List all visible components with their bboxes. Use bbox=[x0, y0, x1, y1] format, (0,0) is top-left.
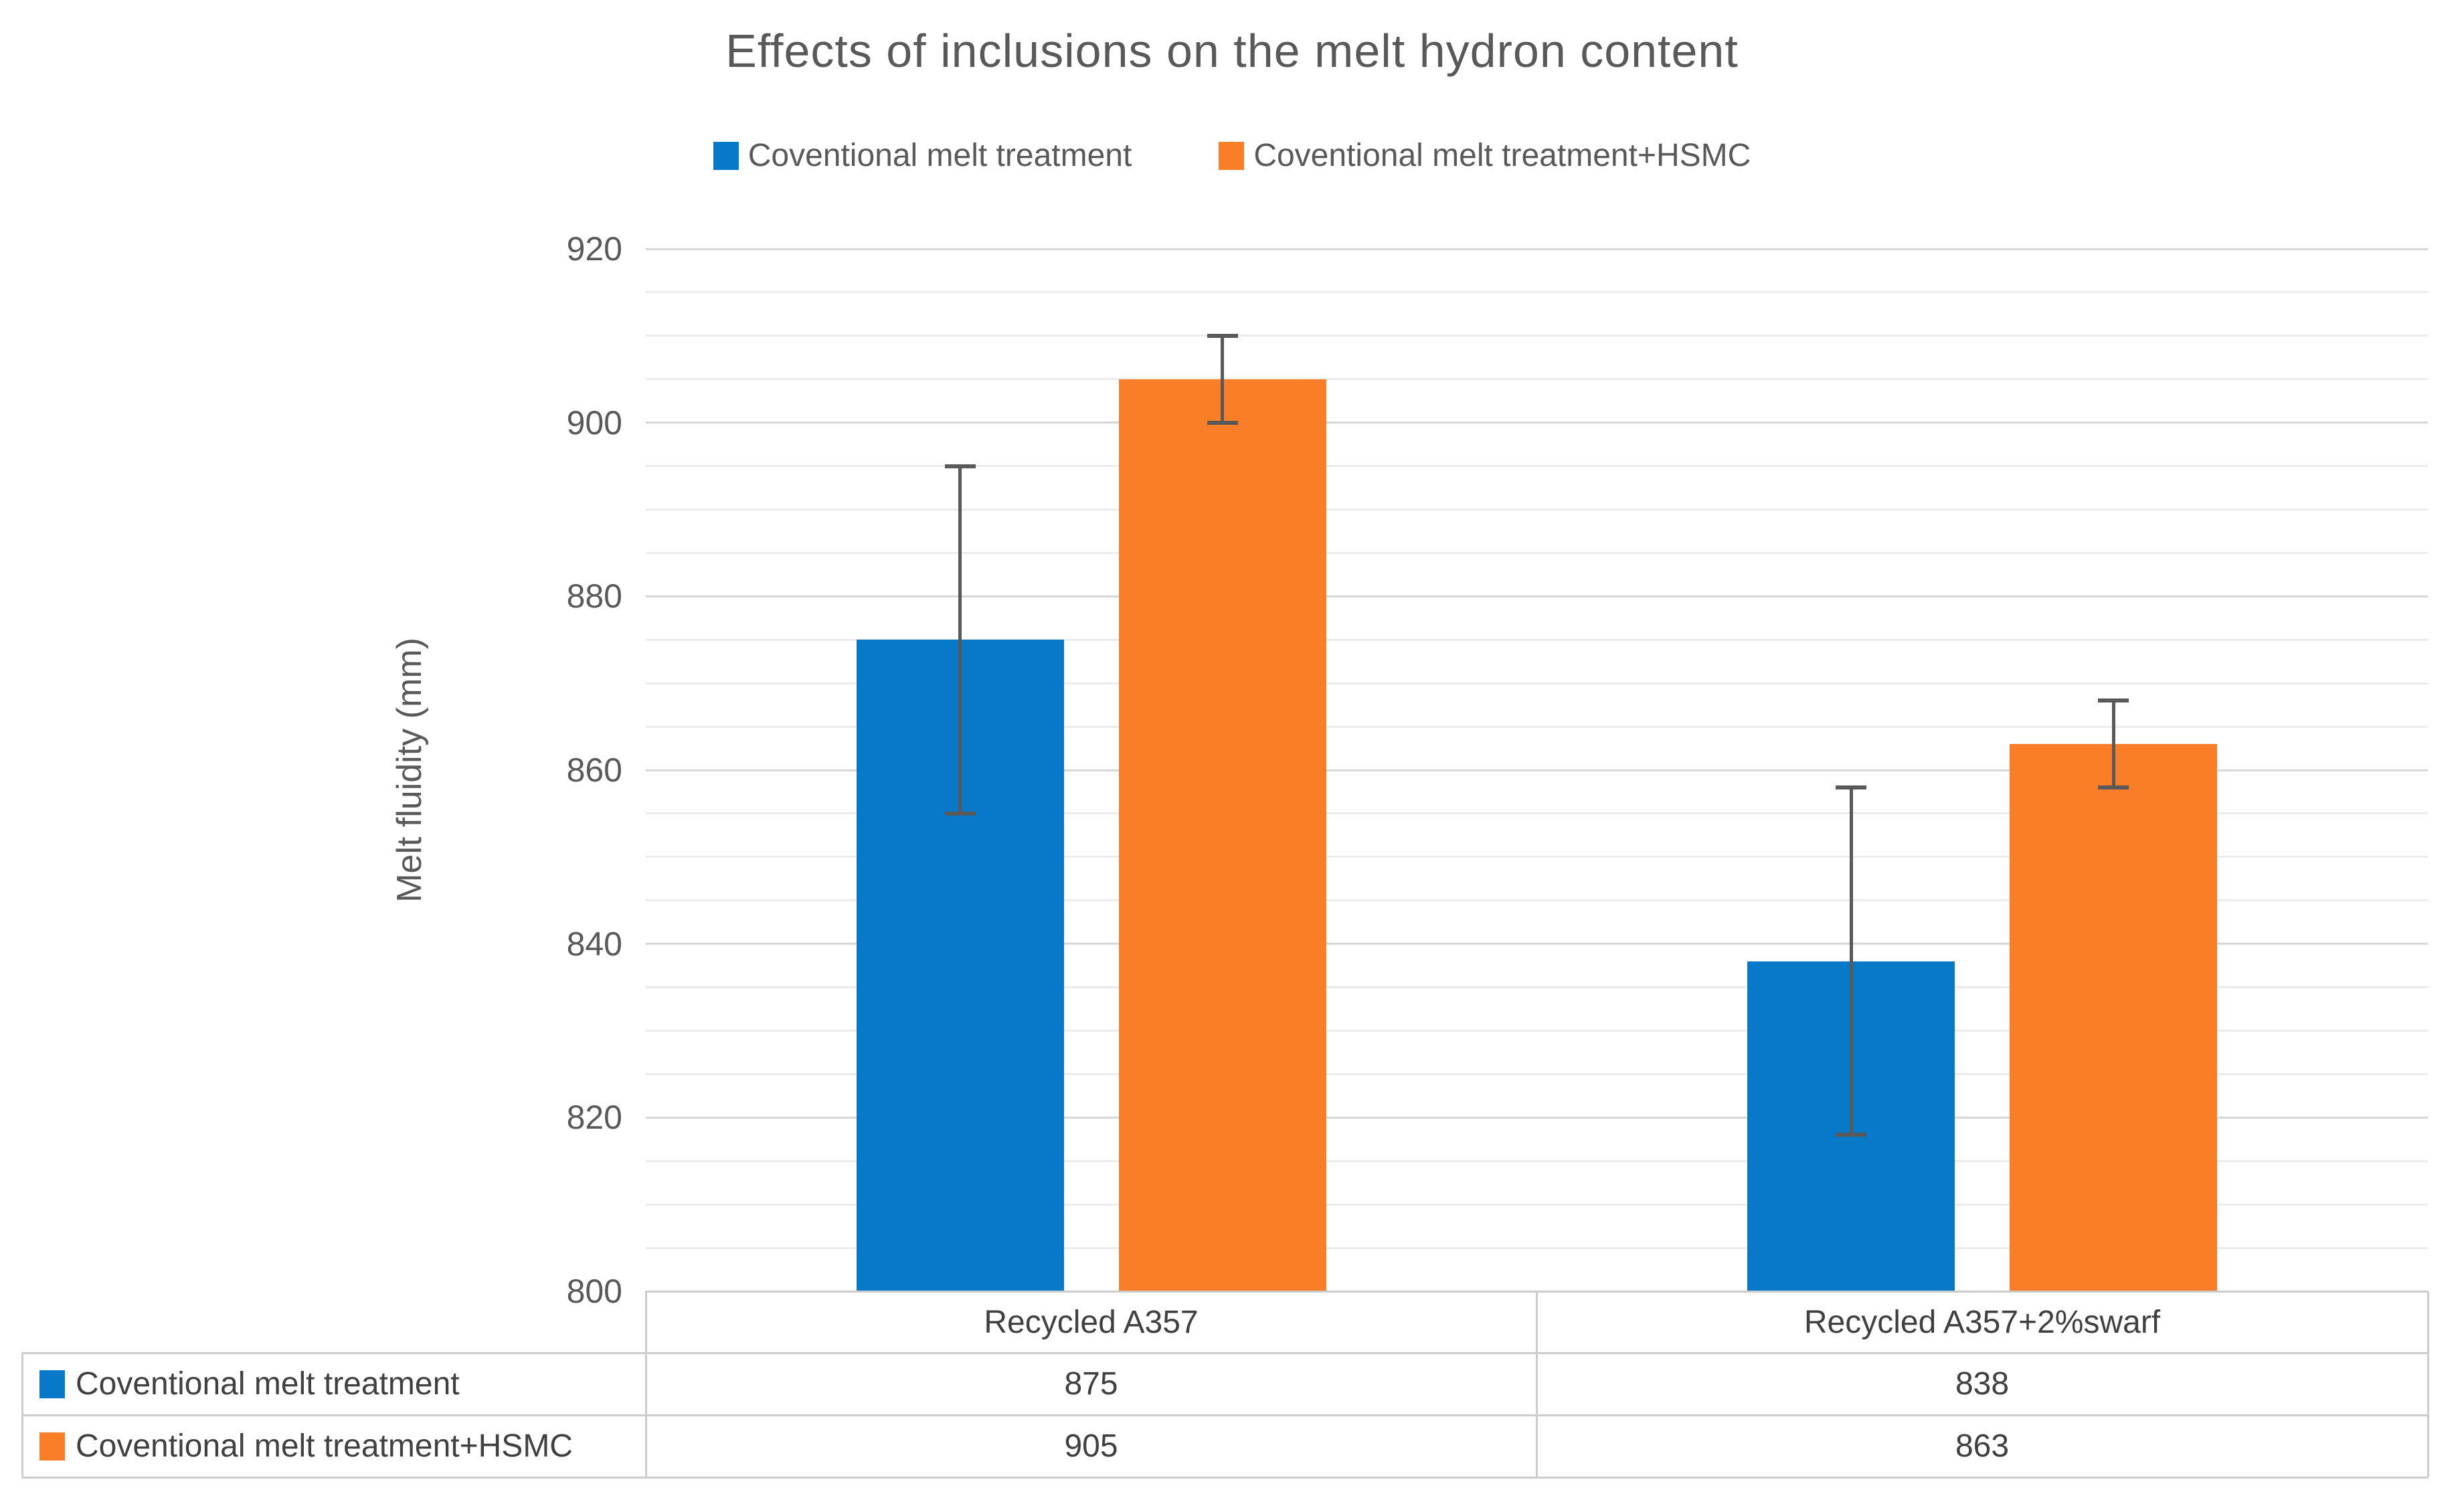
table-value-hsmc-swarf: 863 bbox=[1955, 1428, 2010, 1464]
minor-gridline bbox=[646, 986, 2428, 989]
y-tick-label: 840 bbox=[566, 925, 622, 963]
minor-gridline bbox=[646, 682, 2428, 684]
minor-gridline bbox=[646, 856, 2428, 858]
error-bar-cap-top bbox=[1207, 333, 1238, 338]
error-bar-cap-top bbox=[2098, 698, 2129, 703]
legend-swatch-orange-icon bbox=[1219, 141, 1245, 170]
error-bar-whisker bbox=[1849, 787, 1853, 1135]
minor-gridline bbox=[646, 551, 2428, 554]
legend-swatch-blue-icon bbox=[713, 141, 739, 170]
y-tick-label: 820 bbox=[566, 1099, 622, 1137]
table-header-category-2: Recycled A357+2%swarf bbox=[1803, 1304, 2161, 1340]
minor-gridline bbox=[646, 508, 2428, 510]
error-bar-cap-top bbox=[1836, 785, 1867, 789]
legend-item-hsmc: Coventional melt treatment+HSMC bbox=[1219, 137, 1751, 174]
major-gridline bbox=[646, 248, 2428, 250]
y-tick-label: 860 bbox=[566, 751, 622, 789]
minor-gridline bbox=[646, 291, 2428, 294]
error-bar-cap-bottom bbox=[1836, 1133, 1867, 1137]
y-axis-title: Melt fluidity (mm) bbox=[390, 638, 429, 903]
minor-gridline bbox=[646, 1072, 2428, 1075]
error-bar-whisker bbox=[958, 466, 962, 814]
legend-label: Coventional melt treatment bbox=[747, 138, 1132, 173]
bar-series2-group2 bbox=[2010, 744, 2218, 1291]
legend: Coventional melt treatment Coventional m… bbox=[0, 137, 2464, 174]
minor-gridline bbox=[646, 378, 2428, 381]
minor-gridline bbox=[646, 812, 2428, 815]
table-border-horizontal bbox=[22, 1414, 2428, 1416]
table-border-vertical bbox=[21, 1353, 23, 1477]
table-row-label-text: Coventional melt treatment+HSMC bbox=[76, 1428, 573, 1464]
table-value-conventional-swarf: 838 bbox=[1955, 1366, 2010, 1402]
table-value-hsmc-recycled: 905 bbox=[1064, 1428, 1118, 1464]
y-tick-label: 880 bbox=[566, 577, 622, 616]
table-border-horizontal bbox=[22, 1351, 2428, 1354]
y-tick-label: 900 bbox=[566, 403, 622, 442]
minor-gridline bbox=[646, 725, 2428, 728]
error-bar-whisker bbox=[2111, 700, 2115, 787]
y-tick-label: 800 bbox=[566, 1273, 622, 1310]
minor-gridline bbox=[646, 899, 2428, 902]
table-row-label-conventional: Coventional melt treatment bbox=[22, 1353, 646, 1415]
error-bar-cap-bottom bbox=[2098, 785, 2129, 789]
table-swatch-blue-icon bbox=[39, 1370, 65, 1398]
major-gridline bbox=[646, 943, 2428, 945]
error-bar-whisker bbox=[1221, 335, 1225, 423]
major-gridline bbox=[646, 421, 2428, 424]
table-border-vertical bbox=[644, 1291, 647, 1477]
error-bar-cap-bottom bbox=[1207, 420, 1238, 425]
table-header-category-1: Recycled A357 bbox=[984, 1304, 1199, 1340]
major-gridline bbox=[646, 595, 2428, 597]
table-border-vertical bbox=[2427, 1291, 2429, 1477]
table-border-horizontal bbox=[22, 1476, 2428, 1479]
table-value-conventional-recycled: 875 bbox=[1064, 1366, 1118, 1402]
minor-gridline bbox=[646, 335, 2428, 337]
legend-label: Coventional melt treatment+HSMC bbox=[1253, 138, 1751, 173]
bar-series2-group1 bbox=[1118, 379, 1326, 1291]
y-tick-label: 920 bbox=[566, 230, 622, 268]
major-gridline bbox=[646, 1116, 2428, 1119]
table-row-label-text: Coventional melt treatment bbox=[76, 1366, 460, 1402]
legend-item-conventional: Coventional melt treatment bbox=[713, 137, 1132, 174]
minor-gridline bbox=[646, 465, 2428, 468]
table-border-vertical bbox=[1535, 1291, 1538, 1477]
minor-gridline bbox=[646, 1246, 2428, 1249]
minor-gridline bbox=[646, 1159, 2428, 1162]
table-swatch-orange-icon bbox=[39, 1432, 65, 1461]
minor-gridline bbox=[646, 638, 2428, 641]
minor-gridline bbox=[646, 1203, 2428, 1206]
table-row-label-hsmc: Coventional melt treatment+HSMC bbox=[22, 1415, 646, 1477]
chart-title: Effects of inclusions on the melt hydron… bbox=[725, 25, 1739, 77]
minor-gridline bbox=[646, 1030, 2428, 1032]
major-gridline bbox=[646, 769, 2428, 771]
error-bar-cap-bottom bbox=[944, 811, 976, 816]
error-bar-cap-top bbox=[944, 464, 976, 468]
